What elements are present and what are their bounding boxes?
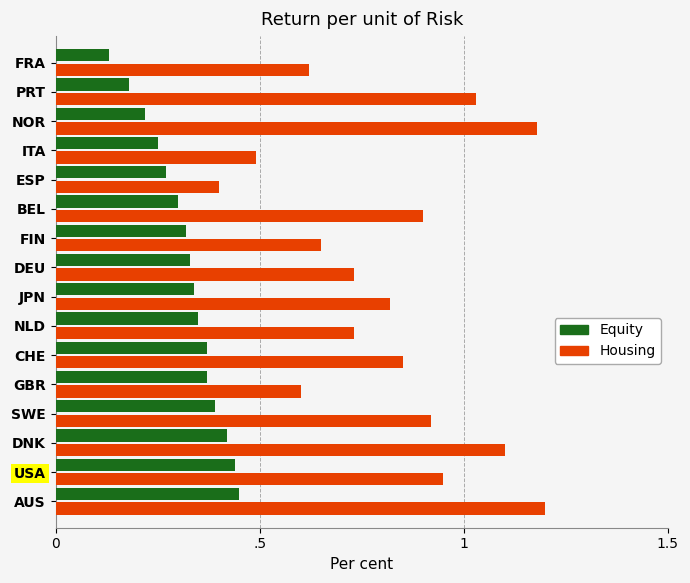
Bar	[56, 108, 146, 120]
Bar	[56, 444, 504, 456]
Bar	[56, 268, 353, 281]
Bar	[56, 298, 391, 310]
Bar	[56, 78, 129, 90]
Bar	[56, 400, 215, 412]
Bar	[56, 415, 431, 427]
Bar	[56, 152, 255, 164]
Bar	[56, 210, 423, 222]
Bar	[56, 122, 538, 135]
Bar	[56, 488, 239, 500]
Bar	[56, 503, 545, 515]
Bar	[56, 137, 157, 149]
Bar	[56, 181, 219, 193]
Bar	[56, 283, 195, 296]
Bar	[56, 239, 321, 251]
Bar	[56, 459, 235, 471]
Bar	[56, 356, 402, 368]
Legend: Equity, Housing: Equity, Housing	[555, 318, 661, 364]
Bar	[56, 224, 186, 237]
Bar	[56, 342, 206, 354]
Bar	[56, 385, 301, 398]
Bar	[56, 473, 444, 486]
Bar	[56, 64, 308, 76]
Bar	[56, 312, 199, 325]
Bar	[56, 195, 178, 208]
Bar	[56, 371, 206, 383]
Bar	[56, 166, 166, 178]
Title: Return per unit of Risk: Return per unit of Risk	[261, 11, 463, 29]
Bar	[56, 49, 108, 61]
X-axis label: Per cent: Per cent	[331, 557, 393, 572]
Bar	[56, 327, 353, 339]
Bar	[56, 254, 190, 266]
Bar	[56, 429, 227, 441]
Bar	[56, 93, 476, 106]
